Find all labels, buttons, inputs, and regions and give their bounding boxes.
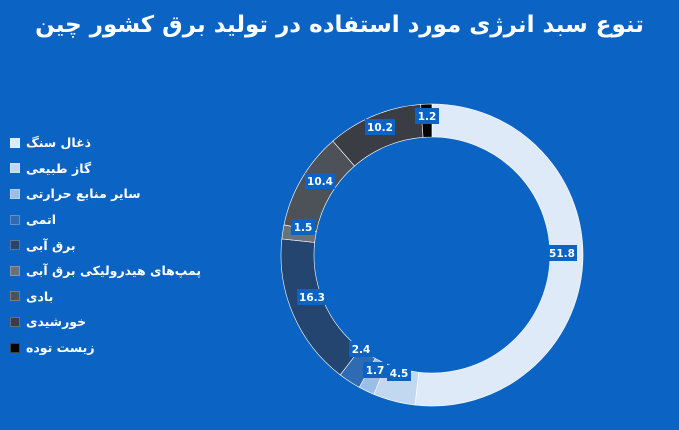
legend-item: بادی — [10, 284, 250, 310]
legend-label: برق آبی — [26, 237, 76, 253]
data-label-box — [387, 365, 411, 381]
legend-item: سایر منابع حرارتی — [10, 181, 250, 207]
data-label-box — [305, 173, 335, 189]
data-label: 4.5 — [387, 365, 411, 381]
legend-swatch — [10, 240, 20, 251]
legend-label: پمپ‌های هیدرولیکی برق آبی — [26, 263, 202, 279]
data-label-box — [547, 245, 577, 261]
legend-item: زیست توده — [10, 335, 250, 361]
legend-item: اتمی — [10, 207, 250, 233]
legend-swatch — [10, 291, 20, 302]
legend-label: زیست توده — [26, 340, 95, 356]
legend-item: پمپ‌های هیدرولیکی برق آبی — [10, 258, 250, 284]
legend-swatch — [10, 163, 20, 174]
legend-item: برق آبی — [10, 232, 250, 258]
legend-swatch — [10, 214, 20, 225]
data-label-text: 4.5 — [390, 368, 409, 380]
data-label-box — [349, 341, 373, 357]
data-label: 51.8 — [547, 245, 577, 261]
legend-label: اتمی — [26, 212, 57, 228]
data-label-text: 1.7 — [366, 365, 385, 377]
data-label: 16.3 — [297, 289, 327, 305]
legend-label: سایر منابع حرارتی — [26, 186, 141, 202]
legend: ذغال سنگ گاز طبیعی سایر منابع حرارتی اتمی بر… — [10, 130, 250, 360]
data-label-box — [363, 362, 387, 378]
data-label: 1.5 — [291, 219, 315, 235]
data-label-box — [291, 219, 315, 235]
data-label-box — [365, 119, 395, 135]
legend-label: ذغال سنگ — [26, 135, 92, 151]
data-label-text: 1.2 — [418, 111, 437, 123]
donut-slice — [332, 104, 424, 167]
data-label: 1.7 — [363, 362, 387, 378]
data-label: 1.2 — [415, 108, 439, 124]
legend-label: خورشیدی — [26, 314, 87, 330]
data-label-text: 1.5 — [294, 222, 313, 234]
data-label-text: 2.4 — [352, 344, 371, 356]
data-label-text: 10.4 — [307, 176, 333, 188]
legend-label: بادی — [26, 288, 54, 304]
data-label-box — [415, 108, 439, 124]
legend-item: ذغال سنگ — [10, 130, 250, 156]
legend-swatch — [10, 316, 20, 327]
data-label-text: 51.8 — [549, 248, 575, 260]
legend-swatch — [10, 188, 20, 199]
legend-label: گاز طبیعی — [26, 160, 92, 176]
legend-swatch — [10, 342, 20, 353]
data-label: 2.4 — [349, 341, 373, 357]
donut-slice — [280, 238, 361, 376]
legend-swatch — [10, 137, 20, 148]
data-label-box — [297, 289, 327, 305]
data-label: 10.2 — [365, 119, 395, 135]
legend-swatch — [10, 265, 20, 276]
data-label-text: 10.2 — [367, 122, 393, 134]
data-label: 10.4 — [305, 173, 335, 189]
chart-title: تنوع سبد انرژی مورد استفاده در تولید برق… — [35, 12, 644, 38]
legend-item: گاز طبیعی — [10, 156, 250, 182]
donut-slice — [414, 103, 584, 407]
legend-item: خورشیدی — [10, 309, 250, 335]
data-label-text: 16.3 — [299, 292, 325, 304]
